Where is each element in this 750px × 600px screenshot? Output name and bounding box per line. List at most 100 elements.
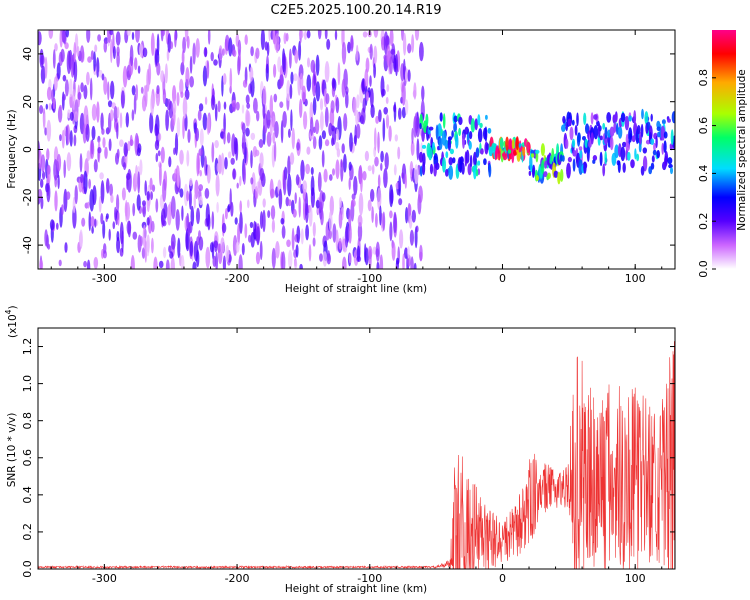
spectral-cell — [380, 150, 384, 163]
spectral-cell — [397, 146, 401, 160]
spectral-cell — [256, 226, 260, 246]
spectral-cell — [453, 115, 458, 123]
spectral-cell — [475, 147, 480, 158]
spectral-cell — [367, 199, 372, 212]
spectral-cell — [540, 143, 546, 157]
spectral-cell — [474, 118, 478, 131]
spectral-cell — [650, 138, 655, 146]
snr-y-tick-label: 0.8 — [21, 412, 34, 430]
spectral-cell — [305, 203, 309, 224]
spectral-cell — [56, 62, 61, 80]
spectral-cell — [389, 184, 394, 208]
spectral-cell — [317, 30, 322, 40]
spectral-cell — [47, 243, 51, 250]
spectral-cell — [176, 92, 180, 107]
spectral-cell — [583, 161, 587, 174]
spectral-cell — [398, 198, 403, 206]
spectral-cell — [631, 135, 636, 143]
spectral-cell — [69, 111, 74, 121]
spectral-cell — [369, 43, 373, 60]
spectral-cell — [98, 196, 102, 213]
spectral-cell — [651, 155, 655, 163]
spectral-cell — [331, 77, 336, 89]
spectral-cell — [168, 245, 172, 253]
spectral-cell — [59, 104, 62, 111]
spectral-cell — [244, 34, 248, 45]
spectral-cell — [119, 139, 124, 147]
spectral-cell — [315, 54, 320, 76]
spectral-cell — [421, 144, 427, 149]
spectral-cell — [401, 82, 406, 106]
spectral-cell — [92, 185, 97, 206]
spectral-cell — [239, 200, 242, 214]
spectral-cell — [620, 146, 626, 162]
spectral-cell — [411, 209, 416, 223]
spectral-cell — [91, 226, 94, 234]
spectral-cell — [150, 191, 154, 201]
spectral-cell — [408, 215, 413, 229]
spectral-cell — [229, 67, 233, 91]
spectral-cell — [189, 178, 193, 187]
spectral-cell — [170, 195, 176, 220]
spectral-cell — [73, 42, 77, 63]
spectral-cell — [280, 120, 284, 144]
spectral-cell — [404, 99, 409, 115]
spectral-cell — [485, 114, 488, 120]
spectral-cell — [324, 106, 329, 128]
spectral-cell — [156, 85, 160, 95]
spectral-cell — [344, 225, 349, 248]
spectral-cell — [156, 62, 161, 76]
spectral-cell — [332, 126, 337, 145]
spectral-cell — [599, 135, 603, 141]
spectral-cell — [642, 147, 647, 154]
spectral-cell — [449, 148, 454, 155]
spectral-cell — [479, 122, 483, 129]
spectral-cell — [134, 57, 138, 71]
spectral-cell — [142, 224, 147, 249]
spectral-cell — [435, 162, 440, 170]
spectral-cell — [217, 243, 221, 254]
spectral-cell — [249, 221, 254, 229]
spectral-cell — [100, 213, 104, 225]
spectral-cell — [636, 125, 641, 135]
spectral-cell — [383, 107, 389, 115]
spectral-cell — [186, 190, 190, 202]
spectral-cell — [389, 221, 393, 242]
snr-x-tick-label: -100 — [357, 572, 382, 585]
spectral-cell — [86, 30, 91, 43]
spectral-cell — [375, 241, 380, 262]
spectral-cell — [123, 142, 129, 157]
spectral-cell — [164, 63, 168, 84]
spectral-cell — [85, 123, 90, 142]
spectral-cell — [640, 165, 645, 176]
snr-y-tick-label: 0.0 — [21, 560, 34, 578]
spectral-cell — [73, 134, 77, 147]
spectral-cell — [303, 30, 307, 40]
spectral-cell — [388, 125, 392, 142]
snr-y-tick-label: 1.2 — [21, 338, 34, 356]
spectral-cell — [543, 171, 548, 178]
spectral-cell — [206, 164, 211, 184]
spectral-cell — [131, 109, 135, 121]
spectral-cell — [638, 142, 642, 153]
snr-multiplier-exponent: 4 — [4, 309, 13, 314]
spectral-cell — [116, 194, 120, 213]
spectral-cell — [358, 164, 363, 185]
spectral-cell — [308, 204, 313, 227]
spectral-cell — [312, 136, 317, 150]
spectral-cell — [155, 127, 160, 147]
spectral-cell — [96, 57, 100, 78]
spectral-cell — [561, 155, 565, 162]
spectral-cell — [90, 140, 95, 159]
spectral-cell — [40, 154, 46, 173]
spectral-cell — [42, 171, 46, 180]
spectral-cell — [48, 102, 52, 111]
spectral-cell — [110, 194, 114, 203]
spectral-cell — [279, 101, 284, 108]
spectral-cell — [172, 85, 177, 104]
spectral-cell — [61, 129, 65, 149]
spectral-cell — [258, 139, 264, 148]
spectral-cell — [150, 93, 155, 116]
spectral-cell — [604, 126, 608, 140]
spectral-cell — [582, 136, 586, 141]
